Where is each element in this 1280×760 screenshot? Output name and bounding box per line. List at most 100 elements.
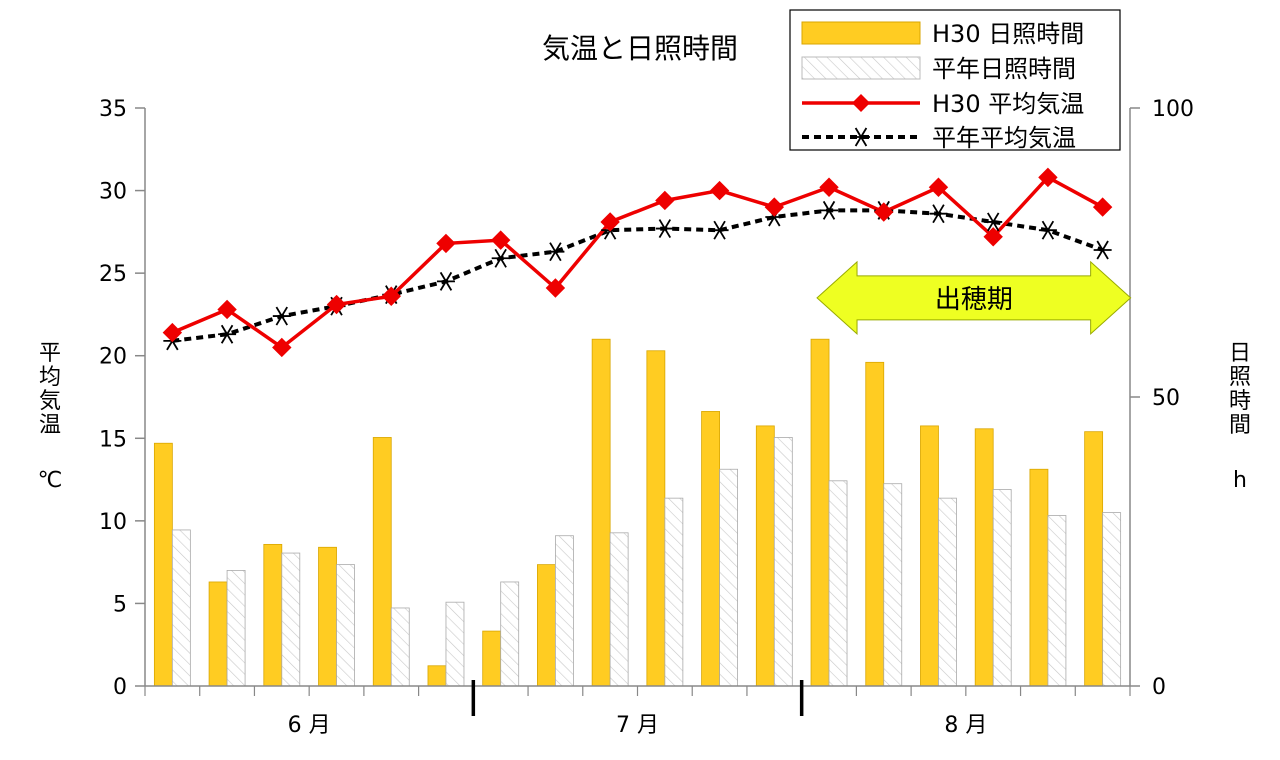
point-normal-temperature [436, 271, 455, 291]
bar-normal-sunshine [609, 532, 629, 687]
y-right-title-char: 時 [1229, 389, 1251, 414]
bar-normal-sunshine [938, 497, 957, 687]
legend-label: H30 平均気温 [932, 90, 1084, 118]
y-right-unit: h [1233, 468, 1247, 493]
bar-normal-sunshine [445, 601, 465, 687]
point-h30-temperature [928, 177, 949, 197]
point-normal-temperature [710, 220, 729, 240]
month-label: 6 月 [288, 713, 331, 738]
bar-h30-sunshine [208, 581, 228, 687]
point-h30-temperature [272, 337, 292, 358]
point-h30-temperature [709, 180, 730, 201]
bar-h30-sunshine [974, 428, 994, 687]
line-normal-temperature [172, 208, 1104, 343]
legend-label: H30 日照時間 [932, 20, 1084, 48]
bar-normal-sunshine [1047, 515, 1067, 687]
y-right-title-char: 照 [1229, 365, 1251, 390]
bar-h30-sunshine [920, 425, 939, 687]
y-left-tick-label: 10 [99, 510, 127, 535]
point-normal-temperature [1093, 240, 1112, 260]
bar-h30-sunshine [1029, 468, 1049, 687]
point-normal-temperature [1038, 220, 1057, 240]
legend-label: 平年平均気温 [932, 124, 1076, 152]
bar-h30-sunshine [537, 564, 556, 687]
bar-h30-sunshine [427, 665, 447, 687]
bar-h30-sunshine [1084, 431, 1104, 687]
bar-h30-sunshine [482, 630, 502, 687]
legend-swatch-normal-sunshine [801, 56, 921, 80]
bar-h30-sunshine [318, 546, 337, 687]
bar-h30-sunshine [701, 411, 720, 687]
point-h30-temperature [764, 197, 785, 217]
y-right-title-char: 日 [1229, 341, 1251, 366]
y-left-unit: ℃ [38, 468, 63, 493]
y-left-tick-label: 15 [99, 427, 127, 452]
bar-normal-sunshine [336, 564, 355, 687]
y-right-tick-label: 0 [1152, 675, 1166, 700]
point-h30-temperature [217, 299, 237, 320]
bar-h30-sunshine [646, 350, 666, 687]
point-normal-temperature [929, 204, 948, 224]
bar-normal-sunshine [828, 480, 848, 687]
y-right-tick-label: 50 [1152, 386, 1180, 411]
point-normal-temperature [491, 248, 510, 268]
point-normal-temperature [218, 324, 237, 344]
bar-h30-sunshine [591, 338, 611, 687]
heading-arrow [816, 260, 1132, 336]
point-h30-temperature [983, 227, 1003, 247]
y-left-title-char: 均 [39, 365, 61, 390]
y-left-tick-label: 25 [99, 262, 127, 287]
point-h30-temperature [819, 177, 839, 197]
month-label: 8 月 [944, 713, 987, 738]
point-h30-temperature [874, 202, 894, 222]
point-h30-temperature [1092, 197, 1113, 217]
bar-normal-sunshine [883, 483, 903, 687]
legend-marker-normal-temperature [852, 127, 870, 147]
bar-normal-sunshine [555, 535, 574, 687]
bar-h30-sunshine [755, 425, 775, 687]
point-normal-temperature [655, 219, 674, 239]
heading-period-annotation: 出穂期 [816, 260, 1132, 336]
point-normal-temperature [984, 212, 1003, 232]
bar-h30-sunshine [810, 338, 830, 687]
bar-normal-sunshine [719, 468, 738, 687]
point-h30-temperature [655, 190, 675, 211]
point-h30-temperature [600, 212, 620, 232]
y-left-tick-label: 30 [99, 180, 127, 205]
y-left-title-char: 温 [39, 413, 61, 438]
point-h30-temperature [162, 322, 183, 343]
bar-normal-sunshine [226, 570, 246, 687]
legend-label: 平年日照時間 [932, 55, 1076, 83]
point-normal-temperature [546, 242, 565, 262]
y-right-tick-label: 100 [1152, 97, 1194, 122]
bar-normal-sunshine [992, 489, 1012, 687]
bar-normal-sunshine [773, 437, 793, 687]
y-left-title-char: 平 [39, 341, 61, 366]
bar-normal-sunshine [664, 497, 684, 687]
y-left-tick-label: 0 [113, 675, 127, 700]
y-left-tick-label: 5 [113, 592, 127, 617]
month-label: 7 月 [616, 713, 659, 738]
point-h30-temperature [436, 233, 456, 254]
point-normal-temperature [820, 200, 839, 220]
bar-h30-sunshine [865, 361, 885, 687]
axes: 0 5 10 15 20 25 30 35 0 50 100 6 月 7 月 8 月 平均気温 ℃ 日照時間 h [38, 97, 1251, 738]
bar-normal-sunshine [281, 552, 301, 687]
bar-normal-sunshine [390, 607, 410, 687]
bar-normal-sunshine [171, 529, 191, 687]
bar-h30-sunshine [263, 543, 283, 687]
point-normal-temperature [272, 306, 291, 326]
legend-swatch-h30-sunshine [801, 21, 921, 45]
chart-title: 気温と日照時間 [542, 32, 738, 65]
line-h30-temperature [171, 175, 1104, 350]
bar-h30-sunshine [153, 442, 173, 687]
point-h30-temperature [490, 230, 511, 250]
y-left-tick-label: 35 [99, 97, 127, 122]
point-h30-temperature [326, 294, 347, 315]
plot-area [153, 167, 1122, 687]
point-h30-temperature [381, 286, 401, 306]
point-h30-temperature [1038, 167, 1058, 188]
bar-h30-sunshine [372, 437, 392, 687]
